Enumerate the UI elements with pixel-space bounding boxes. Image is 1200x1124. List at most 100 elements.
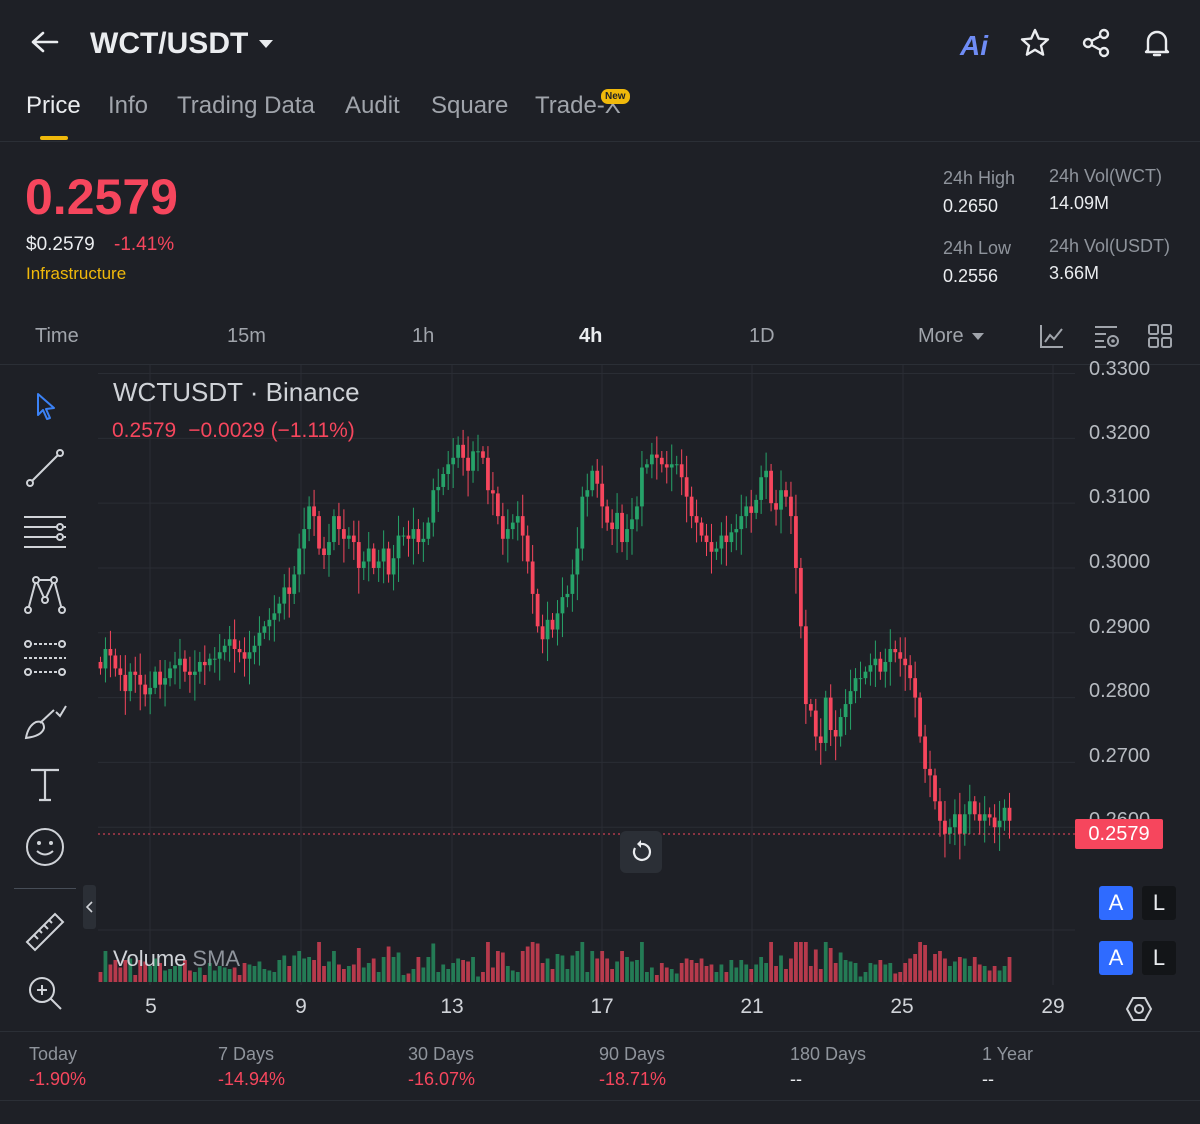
- candle-body: [431, 490, 436, 523]
- candle-body: [615, 512, 619, 530]
- stat-vol-quote-label: 24h Vol(USDT): [1049, 236, 1171, 256]
- candle-body: [575, 548, 580, 575]
- candle-body: [456, 444, 461, 458]
- volume-bar: [843, 960, 848, 982]
- volume-bar: [411, 969, 416, 982]
- volume-bar: [197, 967, 202, 982]
- volume-bar: [689, 960, 694, 982]
- tf-more[interactable]: More: [918, 325, 984, 348]
- tab-active-indicator: [40, 136, 68, 140]
- bell-icon[interactable]: [1136, 22, 1178, 64]
- volume-log-button[interactable]: L: [1142, 941, 1176, 975]
- pattern-icon[interactable]: [20, 569, 70, 619]
- caret-down-icon: [258, 39, 274, 49]
- perf-180d-label: 180 Days: [790, 1044, 867, 1064]
- candle-body: [133, 671, 138, 675]
- tab-info[interactable]: Info: [108, 92, 149, 119]
- cursor-icon[interactable]: [20, 382, 70, 432]
- candle-body: [163, 678, 167, 685]
- y-tick: 0.3100: [1089, 486, 1151, 508]
- layout-grid-icon[interactable]: [1144, 320, 1176, 352]
- volume-bar: [943, 958, 947, 982]
- caret-down-icon: [971, 332, 984, 341]
- stat-vol-base-label: 24h Vol(WCT): [1049, 166, 1163, 186]
- volume-bar: [928, 970, 932, 982]
- volume-auto-button[interactable]: A: [1099, 941, 1133, 975]
- volume-bar: [585, 972, 590, 982]
- chart-settings-icon[interactable]: [1090, 320, 1124, 352]
- star-icon[interactable]: [1014, 22, 1056, 64]
- volume-bar: [262, 969, 267, 982]
- volume-bar: [242, 963, 247, 982]
- candle-body: [361, 561, 366, 568]
- text-tool-icon[interactable]: [20, 759, 70, 809]
- volume-bar: [341, 969, 346, 982]
- price-chart[interactable]: WCTUSDT · Binance 0.2579 −0.0029 (−1.11%…: [0, 358, 1200, 1031]
- tabs-divider: [0, 141, 1200, 142]
- candlestick-chart[interactable]: [0, 365, 1200, 1031]
- ai-icon[interactable]: Ai: [960, 30, 988, 61]
- candle-body: [798, 567, 803, 627]
- volume-bar: [893, 973, 898, 982]
- candle-body: [371, 548, 376, 568]
- collapse-toolbar-handle[interactable]: [83, 885, 96, 929]
- tab-trading-data[interactable]: Trading Data: [177, 92, 315, 119]
- tf-4h[interactable]: 4h: [579, 325, 603, 347]
- pair-selector[interactable]: WCT/USDT: [90, 24, 274, 64]
- emoji-icon[interactable]: [20, 822, 70, 872]
- volume-bar: [933, 954, 937, 982]
- tf-15m[interactable]: 15m: [227, 325, 266, 347]
- share-icon[interactable]: [1075, 22, 1117, 64]
- candle-body: [664, 464, 669, 468]
- y-tick: 0.2700: [1089, 745, 1151, 767]
- volume-bar: [982, 966, 987, 982]
- volume-bar: [640, 942, 644, 982]
- indicator-chart-icon[interactable]: [1036, 320, 1068, 352]
- volume-bar: [282, 955, 287, 982]
- candle-body: [833, 730, 838, 737]
- volume-bar: [192, 972, 197, 982]
- candle-body: [312, 506, 316, 517]
- candle-body: [948, 827, 952, 834]
- candle-body: [888, 648, 893, 662]
- fib-levels-icon[interactable]: [20, 633, 70, 683]
- candle-body: [138, 674, 143, 685]
- candle-body: [188, 671, 192, 675]
- zoom-in-icon[interactable]: [20, 968, 70, 1018]
- volume-bar: [327, 961, 331, 982]
- candle-body: [709, 542, 714, 552]
- candle-body: [724, 535, 729, 543]
- candle-body: [222, 645, 227, 653]
- log-scale-button[interactable]: L: [1142, 886, 1176, 920]
- candle-body: [858, 678, 863, 680]
- volume-bar: [495, 951, 500, 982]
- candle-body: [704, 535, 709, 543]
- tf-more-label: More: [918, 325, 964, 347]
- chart-symbol-title: WCTUSDT · Binance: [113, 377, 360, 407]
- volume-bar: [232, 967, 237, 982]
- tab-price[interactable]: Price: [26, 92, 81, 119]
- last-price: 0.2579: [25, 169, 178, 225]
- candle-body: [997, 820, 1002, 828]
- back-arrow-icon[interactable]: [22, 24, 66, 60]
- category-tag[interactable]: Infrastructure: [26, 264, 127, 283]
- x-tick: 25: [890, 995, 914, 1018]
- trend-line-icon[interactable]: [20, 443, 70, 493]
- ruler-icon[interactable]: [20, 907, 70, 957]
- candle-body: [923, 736, 927, 769]
- candle-body: [178, 658, 182, 666]
- tf-1d[interactable]: 1D: [749, 325, 775, 347]
- volume-bar: [630, 961, 634, 982]
- volume-bar: [222, 967, 227, 982]
- horizontal-lines-icon[interactable]: [20, 506, 70, 556]
- axis-settings-icon[interactable]: [1122, 992, 1156, 1026]
- tab-square[interactable]: Square: [431, 92, 509, 119]
- auto-scale-button[interactable]: A: [1099, 886, 1133, 920]
- tf-time[interactable]: Time: [35, 325, 79, 347]
- volume-bar: [376, 972, 381, 982]
- tab-audit[interactable]: Audit: [345, 92, 400, 119]
- brush-icon[interactable]: [20, 697, 70, 747]
- tf-1h[interactable]: 1h: [412, 325, 435, 347]
- candle-body: [476, 451, 480, 453]
- reset-chart-button[interactable]: [620, 831, 662, 873]
